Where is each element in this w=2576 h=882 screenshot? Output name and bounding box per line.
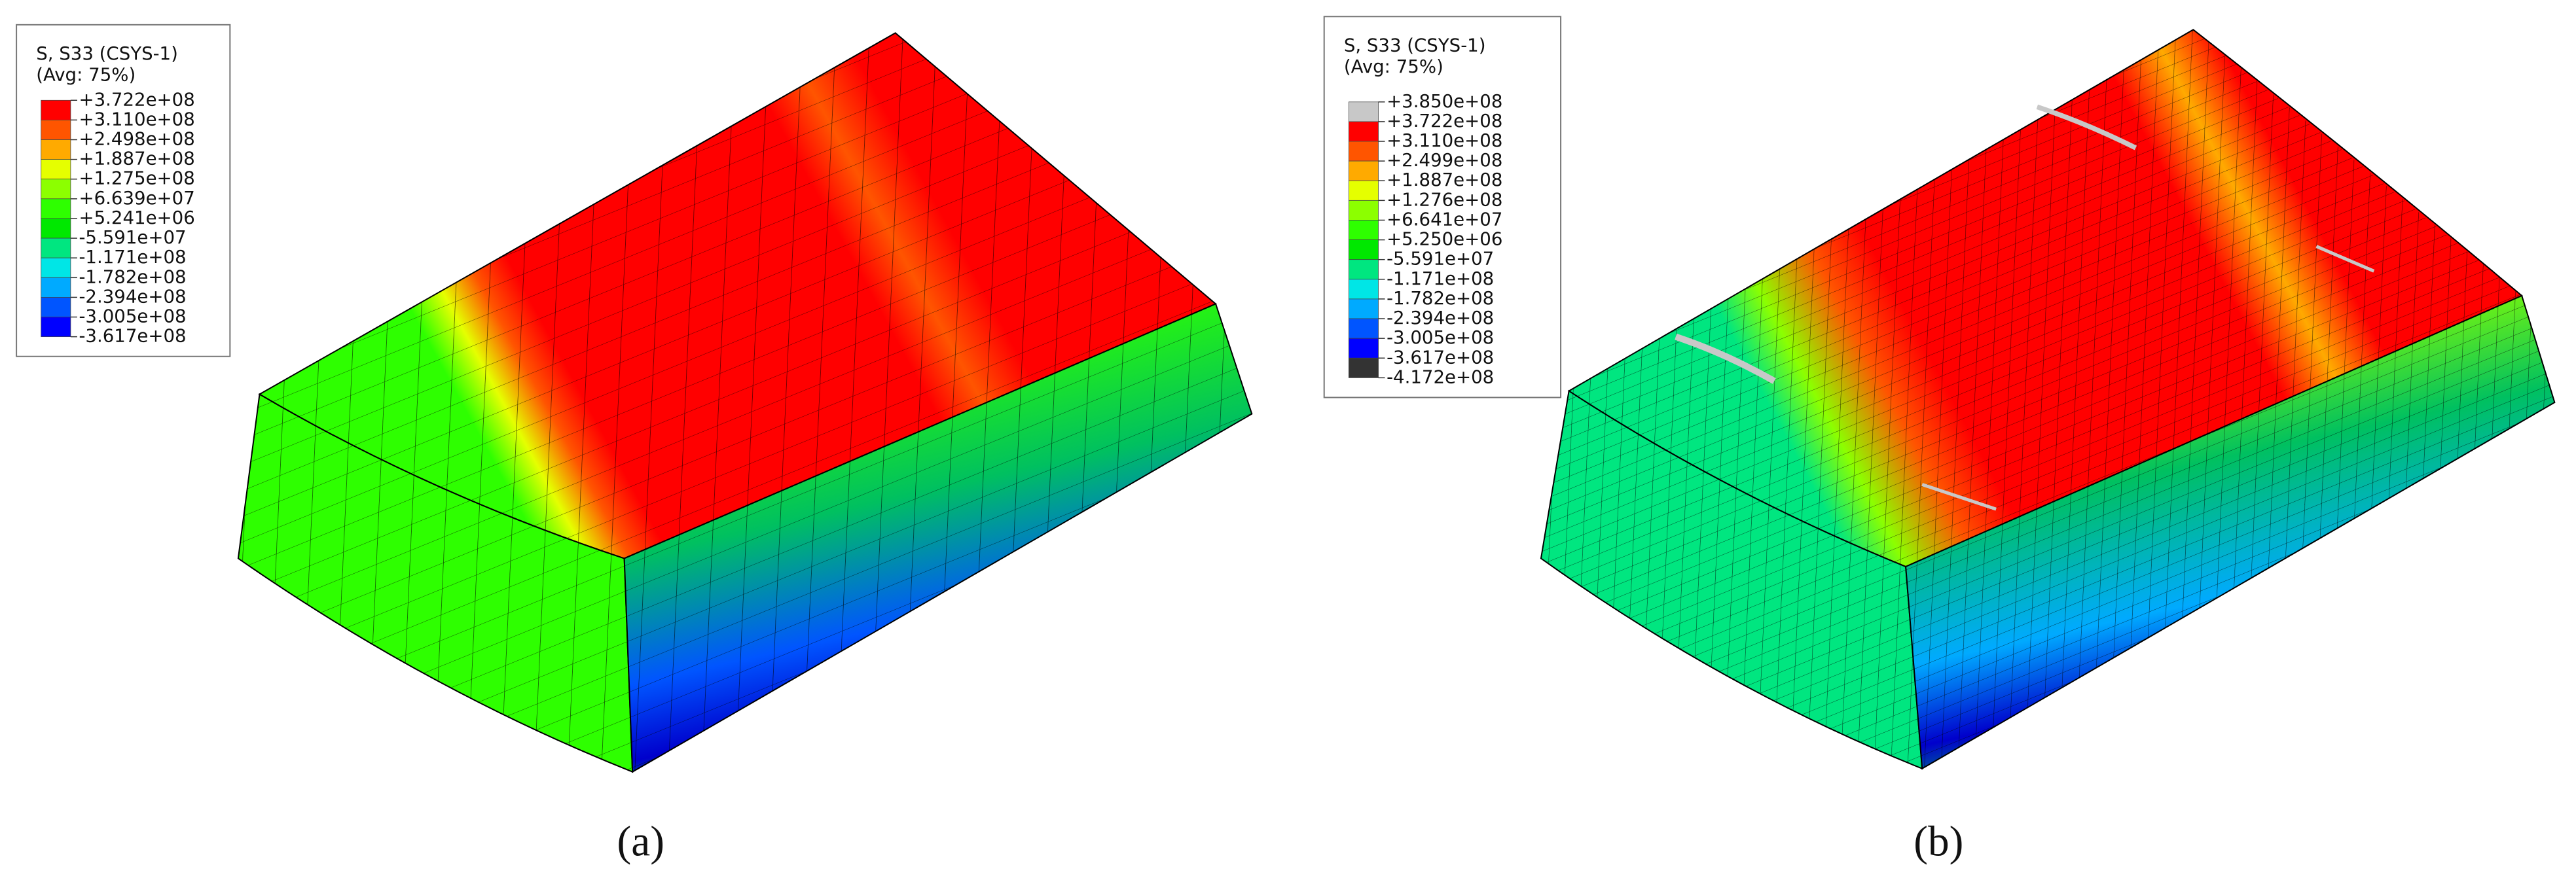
legend-swatch [1348, 220, 1379, 240]
legend-swatch [1348, 200, 1379, 220]
legend-swatch [1348, 101, 1379, 122]
legend-title: S, S33 (CSYS-1) [36, 43, 178, 64]
legend-swatch [1348, 298, 1379, 319]
legend-swatch [41, 120, 71, 140]
legend-swatch [1348, 318, 1379, 339]
captions: (a) (b) [617, 819, 1964, 866]
legend-label: -5.591e+07 [1387, 248, 1494, 270]
legend-swatch [1348, 357, 1379, 378]
legend-label: -3.005e+08 [79, 306, 186, 327]
legend-label: -1.171e+08 [1387, 268, 1494, 289]
legend-subtitle: (Avg: 75%) [36, 64, 136, 86]
legend-swatch [41, 198, 71, 219]
legend-label: -1.782e+08 [79, 266, 186, 287]
legend-label: +5.250e+06 [1387, 228, 1502, 250]
legend: S, S33 (CSYS-1)(Avg: 75%) +3.850e+08+3.72… [1323, 16, 1562, 398]
legend-swatch [1348, 121, 1379, 142]
legend-swatch [1348, 259, 1379, 280]
legend-label: +2.498e+08 [79, 128, 194, 149]
legend-label: +6.639e+07 [79, 187, 194, 209]
legend-label: +3.722e+08 [1387, 110, 1502, 132]
legend-label: +5.241e+06 [79, 207, 194, 228]
legend-swatch [41, 297, 71, 317]
legend-label: +1.275e+08 [79, 168, 194, 189]
legend-label: +3.110e+08 [79, 108, 194, 130]
legend-label: +6.641e+07 [1387, 208, 1502, 230]
legend-label: -3.617e+08 [79, 325, 186, 347]
legend-label: -2.394e+08 [1387, 307, 1494, 328]
legend-label: +2.499e+08 [1387, 149, 1502, 171]
legend-label: -1.782e+08 [1387, 287, 1494, 309]
legend-label: +1.276e+08 [1387, 188, 1502, 210]
legend-label: -3.617e+08 [1387, 346, 1494, 368]
legend-label: -3.005e+08 [1387, 326, 1494, 348]
legend-label: -1.171e+08 [79, 246, 186, 268]
legend-label: +3.722e+08 [79, 88, 194, 110]
legend-label: +3.850e+08 [1387, 90, 1502, 112]
legend-swatch [1348, 141, 1379, 162]
legend-label: +3.110e+08 [1387, 130, 1502, 151]
legend-swatch [1348, 338, 1379, 359]
legend-label: -5.591e+07 [79, 226, 186, 248]
legend-label: +1.887e+08 [79, 148, 194, 169]
legend-swatch [41, 159, 71, 180]
legend-subtitle: (Avg: 75%) [1344, 56, 1443, 77]
legend-swatch [41, 317, 71, 338]
caption: (b) [1914, 819, 1963, 866]
legend-label: -4.172e+08 [1387, 366, 1494, 387]
legend-label: +1.887e+08 [1387, 169, 1502, 190]
legend-swatch [41, 238, 71, 258]
model-a [237, 32, 1253, 773]
legend-swatch [1348, 239, 1379, 260]
model-b [1540, 29, 2556, 770]
legend-swatch [41, 218, 71, 239]
legend-swatch [41, 179, 71, 200]
legend-swatch [41, 139, 71, 160]
legend-swatch [41, 257, 71, 278]
caption: (a) [617, 819, 664, 866]
legend-label: -2.394e+08 [79, 285, 186, 307]
legend-swatch [41, 99, 71, 120]
legend-swatch [41, 277, 71, 298]
legend: S, S33 (CSYS-1)(Avg: 75%)+3.722e+08+3.11… [16, 24, 231, 357]
legend-swatch [1348, 279, 1379, 300]
legend-swatch [1348, 180, 1379, 201]
legend-swatch [1348, 160, 1379, 181]
legend-title: S, S33 (CSYS-1) [1344, 34, 1486, 56]
legends: S, S33 (CSYS-1)(Avg: 75%)+3.722e+08+3.11… [16, 16, 1562, 398]
